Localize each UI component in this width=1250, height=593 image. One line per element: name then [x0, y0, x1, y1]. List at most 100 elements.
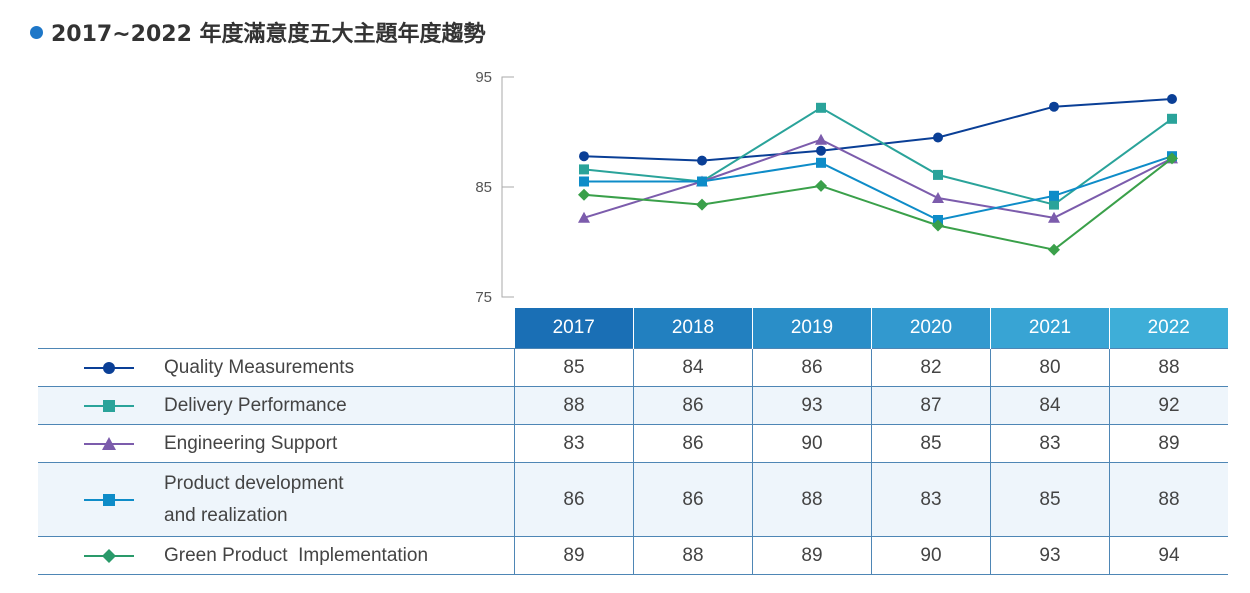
data-point [696, 198, 708, 211]
series-line [584, 155, 1173, 222]
table-cell: 83 [514, 424, 634, 463]
series-label-line: Engineering Support [164, 432, 338, 454]
series-line [583, 157, 1173, 251]
data-point [932, 192, 944, 203]
table-cell: 85 [871, 424, 991, 463]
table-cell: 84 [633, 348, 753, 387]
series-line [583, 106, 1173, 206]
table-cell: 93 [990, 536, 1110, 575]
data-point [578, 188, 590, 201]
table-cell: 90 [871, 536, 991, 575]
year-header: 2018 [633, 308, 753, 349]
table-cell: 83 [990, 424, 1110, 463]
data-point [1048, 243, 1060, 256]
table-cell: 82 [871, 348, 991, 387]
data-table: 2017 2018 2019 2020 2021 2022 Quality Measure… [38, 308, 1229, 575]
data-point [816, 145, 826, 156]
data-point [579, 151, 589, 162]
data-point [815, 133, 827, 145]
chart-series [578, 94, 1178, 256]
data-point [816, 157, 826, 168]
chart-title-text: 2017~2022 年度滿意度五大主題年度趨勢 [51, 22, 486, 47]
series-label: Quality Measurements [164, 349, 515, 387]
data-point [579, 164, 589, 175]
table-cell: 85 [990, 462, 1110, 537]
table-cell: 88 [514, 386, 634, 425]
series-label: Product development and realization [164, 463, 515, 537]
y-tick-label: 95 [475, 69, 492, 86]
series-label-line: and realization [164, 504, 288, 526]
table-cell: 86 [633, 386, 753, 425]
series-label-line: Product development [164, 472, 344, 494]
legend-marker [103, 399, 115, 412]
data-point [932, 219, 944, 232]
table-cell: 89 [752, 536, 872, 575]
table-row: Quality Measurements 85 84 86 82 80 88 [38, 348, 1228, 387]
data-point [815, 179, 827, 192]
y-tick-label: 75 [475, 289, 492, 306]
chart-title: 2017~2022 年度滿意度五大主題年度趨勢 [30, 16, 486, 48]
series-label-line: Delivery Performance [164, 394, 347, 416]
data-point [1049, 199, 1059, 210]
legend-marker-icon [84, 493, 134, 506]
data-point [1166, 152, 1178, 165]
table-cell: 80 [990, 348, 1110, 387]
y-axis: 95 85 75 [475, 69, 514, 306]
data-point [1049, 101, 1059, 112]
table-row: Product development and realization 86 86 88… [38, 462, 1228, 537]
series-line [583, 138, 1173, 219]
title-bullet-icon [30, 26, 43, 39]
table-cell: 89 [514, 536, 634, 575]
legend-marker [103, 493, 115, 506]
series-label-line: Green Product Implementation [164, 544, 429, 566]
series-label: Delivery Performance [164, 387, 515, 425]
table-cell: 89 [1109, 424, 1228, 463]
table-cell: 85 [514, 348, 634, 387]
legend-marker-cell [38, 463, 164, 537]
series-label-line: Quality Measurements [164, 356, 355, 378]
data-point [1048, 211, 1060, 223]
table-header-blank [38, 308, 515, 349]
table-cell: 94 [1109, 536, 1228, 575]
year-header: 2020 [871, 308, 991, 349]
table-row: Engineering Support 83 86 90 85 83 89 [38, 424, 1228, 463]
table-cell: 86 [514, 462, 634, 537]
table-cell: 93 [752, 386, 872, 425]
data-point [1167, 94, 1177, 104]
table-cell: 86 [633, 462, 753, 537]
table-cell: 88 [633, 536, 753, 575]
legend-marker-cell [38, 349, 164, 387]
legend-marker-cell [38, 387, 164, 425]
year-header: 2019 [752, 308, 872, 349]
year-header: 2017 [514, 308, 634, 349]
year-header: 2022 [1109, 308, 1229, 349]
series-label: Engineering Support [164, 425, 515, 463]
legend-marker [102, 548, 116, 563]
y-tick-label: 85 [475, 179, 492, 196]
table-cell: 86 [752, 348, 872, 387]
data-point [933, 169, 943, 180]
table-cell: 88 [1109, 348, 1228, 387]
table-row: Delivery Performance 88 86 93 87 84 92 [38, 386, 1228, 425]
data-point [1167, 113, 1177, 124]
legend-marker [103, 361, 115, 374]
series-label: Green Product Implementation [164, 537, 515, 575]
legend-marker-cell [38, 425, 164, 463]
data-point [697, 155, 707, 166]
data-point [816, 102, 826, 113]
data-point [1049, 190, 1059, 201]
year-header: 2021 [990, 308, 1110, 349]
legend-marker-cell [38, 537, 164, 575]
table-row: Green Product Implementation 89 88 89 90 93 94 [38, 536, 1228, 575]
data-point [697, 176, 707, 187]
legend-marker-icon [84, 399, 134, 412]
table-header-row: 2017 2018 2019 2020 2021 2022 [38, 308, 1229, 349]
legend-marker-icon [84, 436, 134, 450]
table-cell: 84 [990, 386, 1110, 425]
table-cell: 88 [752, 462, 872, 537]
series-line [583, 98, 1173, 162]
data-point [933, 132, 943, 143]
table-cell: 92 [1109, 386, 1228, 425]
legend-marker-icon [84, 361, 134, 374]
